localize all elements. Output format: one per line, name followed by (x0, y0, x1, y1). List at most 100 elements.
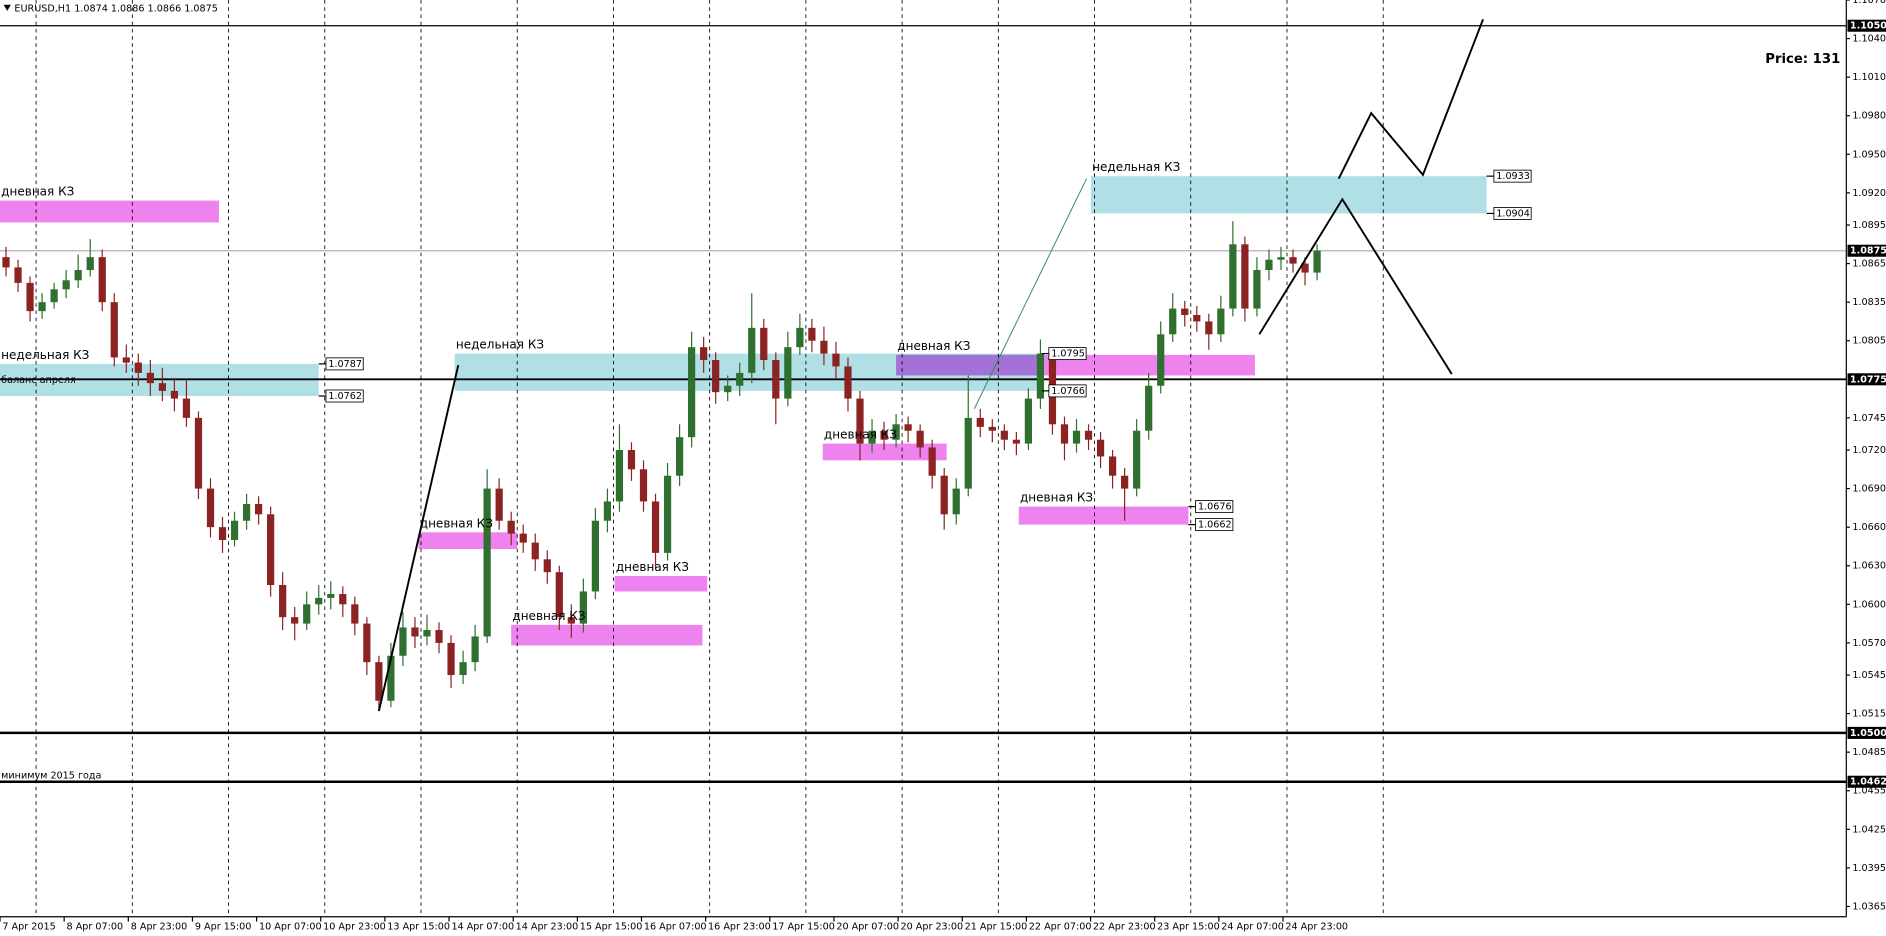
zone-price-label: 1.0904 (1496, 208, 1530, 219)
candle-body (591, 520, 599, 592)
candle-body (1205, 321, 1213, 335)
y-tick-label: 1.0570 (1852, 638, 1886, 649)
candle-body (315, 597, 323, 605)
zone-label: дневная КЗ (512, 609, 585, 623)
candle-body (579, 591, 587, 624)
zone-price-label: 1.0662 (1198, 520, 1232, 531)
x-tick-label: 16 Apr 23:00 (708, 921, 771, 932)
price-level-box (1847, 244, 1886, 257)
zone-label: недельная КЗ (1, 348, 89, 362)
x-tick-label: 14 Apr 23:00 (516, 921, 579, 932)
candle-body (856, 398, 864, 444)
header: EURUSD,H1 1.0874 1.0886 1.0866 1.0875 (14, 3, 217, 14)
candle-body (339, 594, 347, 605)
candle-body (387, 655, 395, 701)
candle-body (760, 327, 768, 361)
candle-body (74, 270, 82, 281)
zone-price-box (1195, 518, 1234, 532)
y-tick-label: 1.0835 (1852, 297, 1886, 308)
price-level-label: 1.0775 (1850, 374, 1886, 385)
price-level-label: 1.0500 (1850, 728, 1886, 739)
candle-body (952, 488, 960, 515)
candle-body (1241, 244, 1249, 309)
candle-body (808, 327, 816, 341)
candle-body (1000, 430, 1008, 440)
main-layer: 1.1050 1.0875 1.0775 1.0500 1.0462 минимум 20… (0, 18, 1886, 788)
candle-body (435, 630, 443, 643)
x-tick-label: 8 Apr 07:00 (67, 921, 124, 932)
candle-body (411, 627, 419, 637)
candle-body (928, 447, 936, 476)
candle-body (772, 360, 780, 399)
y-tick-label: 1.0485 (1852, 747, 1886, 758)
price-indicator: Price: 131 (1765, 52, 1840, 67)
candle-body (615, 450, 624, 502)
candle-body (194, 417, 203, 489)
zone-price-label: 1.0676 (1198, 502, 1232, 513)
x-tick-label: 13 Apr 15:00 (387, 921, 450, 932)
candle-body (1229, 244, 1237, 309)
candle-body (1265, 259, 1273, 271)
candle-body (1289, 257, 1297, 264)
y-tick-label: 1.0545 (1852, 670, 1886, 681)
y-tick-label: 1.1010 (1852, 72, 1886, 83)
candle-body (86, 257, 94, 271)
zone (822, 443, 947, 461)
x-tick-label: 24 Apr 07:00 (1221, 921, 1284, 932)
price-level-label: 1.0462 (1850, 777, 1886, 788)
candle-body (1133, 430, 1141, 489)
zone-label: дневная КЗ (420, 516, 493, 530)
candle-body (555, 572, 563, 618)
trend-drawing (973, 178, 1087, 410)
candle-body (1096, 439, 1105, 457)
y-tick-label: 1.0600 (1852, 599, 1886, 610)
candle-body (724, 385, 732, 393)
x-tick-label: 22 Apr 07:00 (1029, 921, 1092, 932)
zone-label: дневная КЗ (897, 339, 970, 353)
candle-body (279, 585, 287, 618)
symbol: EURUSD,H1 (14, 3, 71, 14)
candle-body (964, 417, 972, 489)
y-tick-label: 1.0950 (1852, 149, 1886, 160)
candle-body (688, 347, 696, 438)
zone (1018, 506, 1189, 525)
x-tick-label: 10 Apr 23:00 (323, 921, 386, 932)
x-tick-label: 15 Apr 15:00 (580, 921, 643, 932)
candle-body (1024, 398, 1033, 444)
menu-arrow[interactable] (3, 4, 11, 11)
y-tick-label: 1.0720 (1852, 445, 1886, 456)
candle-body (1145, 385, 1153, 431)
candle-body (182, 398, 191, 418)
candle-body (567, 617, 575, 624)
x-tick-label: 14 Apr 07:00 (451, 921, 514, 932)
candle-body (1169, 308, 1177, 335)
candle-body (483, 488, 491, 637)
candle-body (880, 430, 888, 440)
y-tick-label: 1.0920 (1852, 188, 1886, 199)
candle-body (820, 340, 828, 354)
candle-body (712, 360, 720, 393)
candle-body (26, 282, 34, 312)
zone (0, 200, 219, 223)
candle-body (170, 390, 179, 399)
y-tick-label: 1.0690 (1852, 484, 1886, 495)
candle-body (134, 362, 142, 373)
candle-body (447, 642, 455, 676)
candle-body (1036, 353, 1045, 399)
trend-drawing (1258, 197, 1453, 375)
candle-body (327, 594, 335, 598)
candle-body (459, 662, 467, 676)
y-tick-label: 1.0365 (1852, 901, 1886, 912)
candle-body (1060, 424, 1069, 444)
candle-body (519, 533, 527, 543)
zone (896, 354, 1255, 376)
candle-body (2, 257, 10, 268)
zone-label: дневная КЗ (616, 560, 689, 574)
candle-body (62, 280, 70, 290)
candle-body (1108, 456, 1117, 476)
y-tick-label: 1.0745 (1852, 413, 1886, 424)
candle-body (916, 430, 924, 448)
header-high: 1.0886 (111, 3, 145, 14)
